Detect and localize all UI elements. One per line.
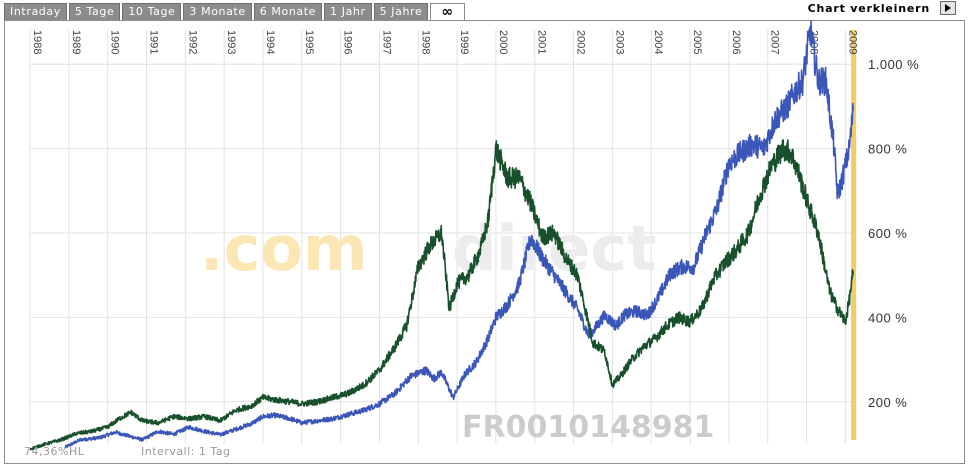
x-tick-label: 2001 — [536, 30, 548, 54]
isin-watermark: FR0010148981 — [462, 410, 714, 445]
x-tick-label: 2003 — [613, 30, 625, 54]
x-tick-label: 1999 — [458, 30, 470, 54]
shrink-chart-label: Chart verkleinern — [807, 1, 930, 15]
x-tick-label: 1993 — [225, 30, 237, 54]
x-tick-label: 2006 — [730, 30, 742, 54]
tab-4[interactable]: 6 Monate — [253, 3, 323, 20]
x-tick-label: 2000 — [497, 30, 509, 54]
x-tick-label: 1990 — [109, 30, 121, 54]
watermark-brand-a: .com — [200, 212, 368, 285]
x-tick-label: 1992 — [186, 30, 198, 54]
x-tick-label: 1991 — [147, 30, 159, 54]
timerange-tabs: Intraday 5 Tage 10 Tage 3 Monate 6 Monate 1 J… — [4, 3, 467, 21]
tab-2[interactable]: 10 Tage — [122, 3, 182, 20]
x-tick-label: 2002 — [575, 30, 587, 54]
grid — [29, 30, 857, 444]
y-tick-label: 600 % — [868, 226, 907, 241]
tab-7[interactable]: ∞ — [430, 3, 465, 21]
x-tick-label: 1995 — [303, 30, 315, 54]
y-tick-label: 200 % — [868, 395, 907, 410]
x-tick-label: 1997 — [380, 30, 392, 54]
x-tick-label: 1994 — [264, 30, 276, 54]
tab-1[interactable]: 5 Tage — [68, 3, 121, 20]
tab-6[interactable]: 5 Jahre — [373, 3, 429, 20]
series-line-1 — [29, 139, 854, 451]
x-tick-label: 2007 — [769, 30, 781, 54]
tab-3[interactable]: 3 Monate — [183, 3, 252, 20]
highlight — [851, 30, 857, 440]
play-arrow-icon[interactable] — [940, 1, 956, 15]
x-tick-label: 2005 — [691, 30, 703, 54]
current-period-highlight — [851, 30, 857, 440]
shrink-chart-button[interactable]: Chart verkleinern — [808, 0, 956, 16]
x-axis-labels: 1988 1989 1990 1991 1992 1993 1994 1995 1996 1997… — [31, 30, 858, 54]
x-tick-label: 1998 — [419, 30, 431, 54]
y-tick-label: 800 % — [868, 142, 907, 157]
x-tick-label: 1988 — [31, 30, 43, 54]
tab-5[interactable]: 1 Jahr — [324, 3, 372, 20]
series-line-0 — [64, 20, 854, 449]
y-axis-labels: 1.000 % 800 % 600 % 400 % 200 % — [868, 57, 919, 410]
hl-readout: 74,36%HL — [24, 445, 85, 458]
x-tick-label: 2009 — [846, 30, 858, 54]
chart-frame — [4, 20, 965, 464]
interval-readout: Intervall: 1 Tag — [141, 445, 231, 458]
series-group — [29, 20, 854, 451]
tab-0[interactable]: Intraday — [4, 3, 67, 20]
x-tick-label: 1996 — [342, 30, 354, 54]
y-tick-label: 1.000 % — [868, 57, 919, 72]
x-tick-label: 2004 — [652, 30, 664, 54]
y-tick-label: 400 % — [868, 310, 907, 325]
x-tick-label: 1989 — [70, 30, 82, 54]
